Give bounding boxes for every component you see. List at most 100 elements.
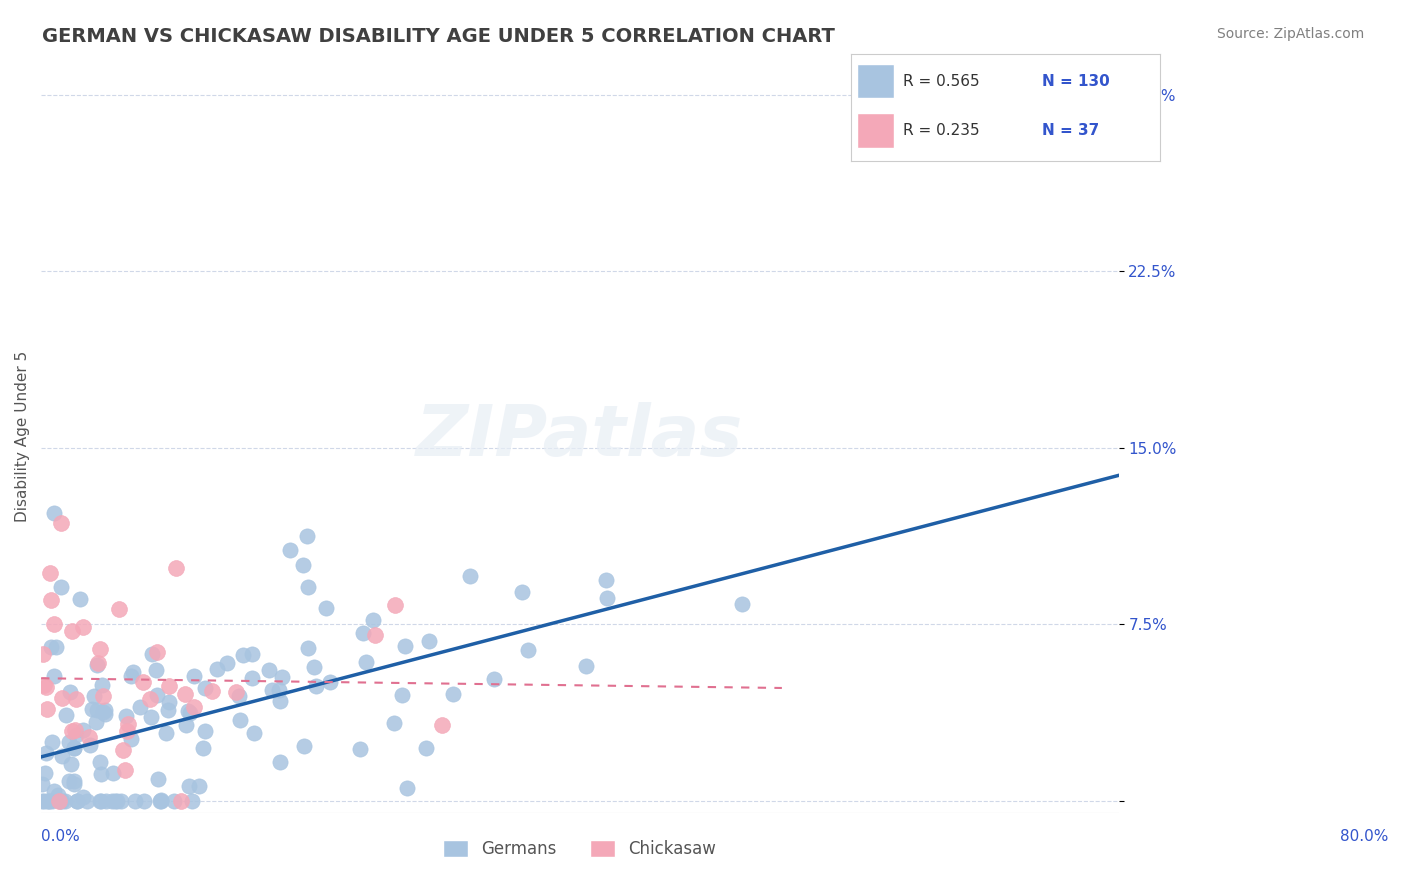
Point — [35, 680, 58, 694]
Point — [139, 691, 162, 706]
Point — [120, 732, 142, 747]
Point — [145, 663, 167, 677]
Point — [155, 725, 177, 739]
Point — [89, 794, 111, 808]
Point — [269, 694, 291, 708]
Point — [32, 678, 55, 692]
Point — [228, 689, 250, 703]
Point — [45, 640, 67, 654]
Point — [91, 678, 114, 692]
Point — [49, 794, 72, 808]
Point — [48, 794, 70, 808]
Point — [297, 641, 319, 656]
Point — [157, 680, 180, 694]
Point — [394, 639, 416, 653]
Point — [38, 794, 60, 808]
Point — [58, 773, 80, 788]
Point — [382, 715, 405, 730]
Point — [38, 794, 60, 808]
Point — [35, 702, 58, 716]
Point — [42, 784, 65, 798]
Point — [349, 742, 371, 756]
Point — [79, 739, 101, 753]
Point — [35, 746, 58, 760]
Point — [240, 648, 263, 662]
Point — [163, 794, 186, 808]
Point — [72, 620, 94, 634]
Point — [458, 568, 481, 582]
Point — [60, 757, 83, 772]
Point — [46, 788, 69, 802]
Point — [86, 703, 108, 717]
Point — [65, 728, 87, 742]
Point — [432, 717, 454, 731]
Bar — [856, 113, 894, 148]
Point — [117, 716, 139, 731]
Point — [49, 580, 72, 594]
Point — [31, 794, 53, 808]
Point — [157, 695, 180, 709]
Point — [575, 658, 598, 673]
Point — [108, 602, 131, 616]
Point — [58, 685, 80, 699]
Point — [83, 689, 105, 703]
Point — [292, 558, 315, 573]
Point — [62, 774, 84, 789]
Point — [183, 668, 205, 682]
Text: 0.0%: 0.0% — [41, 829, 80, 844]
Point — [225, 685, 247, 699]
Point — [66, 794, 89, 808]
Point — [93, 706, 115, 721]
Point — [205, 662, 228, 676]
Point — [42, 669, 65, 683]
Point — [141, 647, 163, 661]
Point — [90, 767, 112, 781]
Point — [63, 777, 86, 791]
Point — [134, 794, 156, 808]
Point — [63, 740, 86, 755]
Point — [93, 689, 115, 703]
Point — [94, 794, 117, 808]
Text: GERMAN VS CHICKASAW DISABILITY AGE UNDER 5 CORRELATION CHART: GERMAN VS CHICKASAW DISABILITY AGE UNDER… — [42, 27, 835, 45]
Point — [91, 705, 114, 719]
Point — [730, 597, 752, 611]
Point — [149, 793, 172, 807]
Point — [595, 573, 617, 587]
Y-axis label: Disability Age Under 5: Disability Age Under 5 — [15, 351, 30, 522]
Point — [361, 613, 384, 627]
Point — [177, 779, 200, 793]
Point — [441, 688, 464, 702]
Point — [169, 794, 191, 808]
Point — [51, 516, 73, 530]
Point — [31, 647, 53, 661]
Point — [60, 723, 83, 738]
Point — [269, 755, 291, 769]
Point — [396, 780, 419, 795]
Point — [187, 779, 209, 793]
Point — [86, 714, 108, 729]
Point — [41, 735, 63, 749]
Point — [146, 772, 169, 787]
Point — [141, 710, 163, 724]
Point — [87, 657, 110, 671]
Point — [278, 542, 301, 557]
Point — [596, 591, 619, 605]
Point — [90, 794, 112, 808]
Point — [271, 670, 294, 684]
Point — [269, 683, 291, 698]
Point — [51, 794, 73, 808]
Point — [63, 740, 86, 755]
Point — [384, 598, 406, 612]
Point — [516, 643, 538, 657]
Point — [55, 707, 77, 722]
Point — [89, 755, 111, 769]
Point — [51, 749, 73, 764]
Point — [315, 601, 337, 615]
Point — [297, 528, 319, 542]
Point — [105, 794, 128, 808]
Point — [48, 794, 70, 808]
Point — [174, 687, 197, 701]
Text: R = 0.235: R = 0.235 — [903, 123, 980, 138]
Point — [165, 561, 187, 575]
Point — [150, 794, 173, 808]
